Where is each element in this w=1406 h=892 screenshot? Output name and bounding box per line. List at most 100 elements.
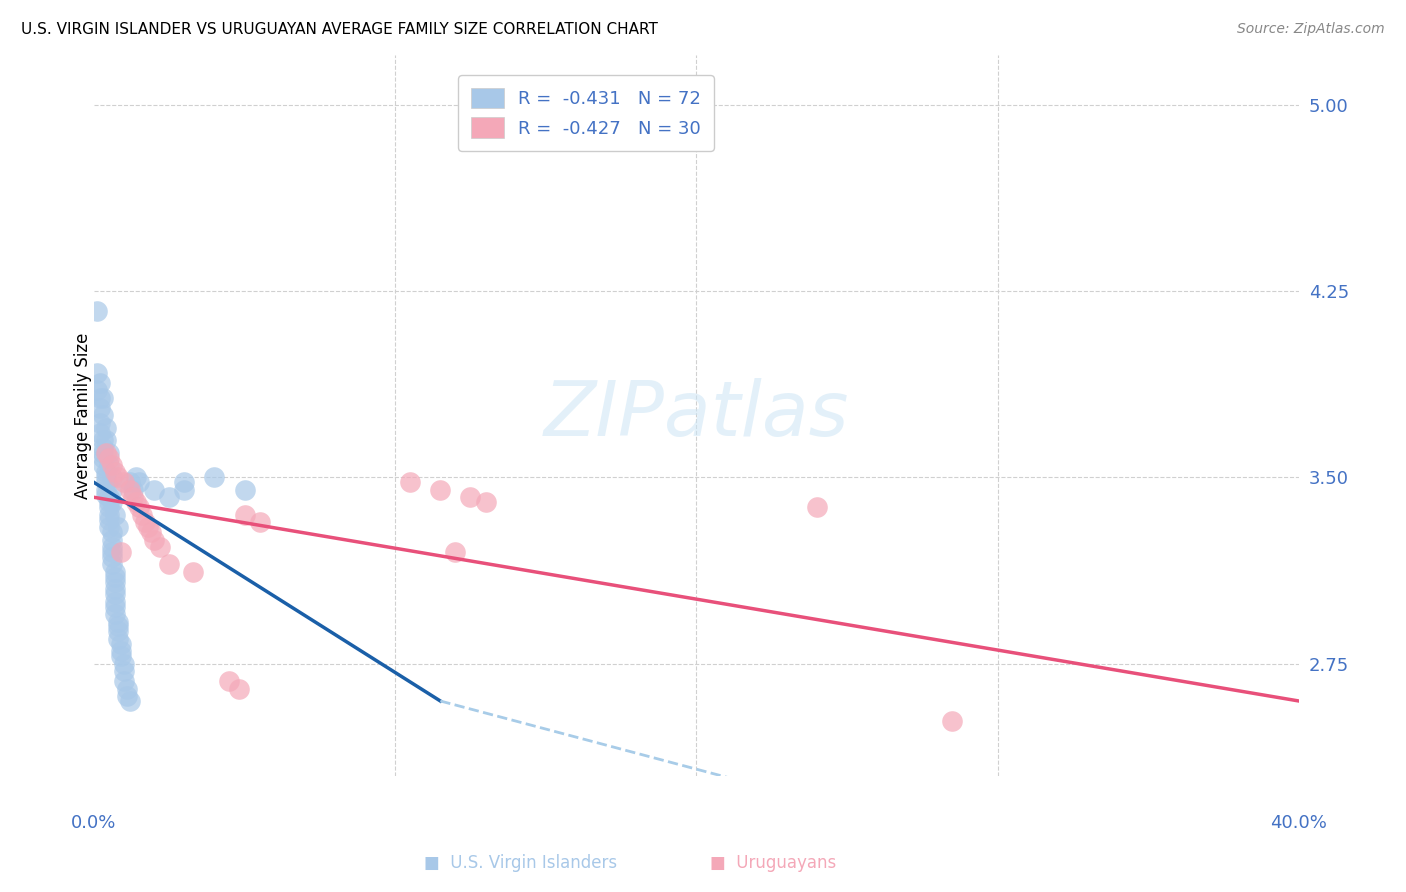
Point <box>91 391 114 405</box>
Point <box>249 515 271 529</box>
Text: ■  U.S. Virgin Islanders: ■ U.S. Virgin Islanders <box>423 855 617 872</box>
Point <box>120 475 142 490</box>
Point <box>143 533 166 547</box>
Point <box>91 445 114 459</box>
Legend: R =  -0.431   N = 72, R =  -0.427   N = 30: R = -0.431 N = 72, R = -0.427 N = 30 <box>458 75 713 151</box>
Point <box>94 488 117 502</box>
Point <box>444 545 467 559</box>
Point <box>233 483 256 497</box>
Point <box>94 466 117 480</box>
Point <box>101 524 124 539</box>
Point <box>141 524 163 539</box>
Point <box>806 500 828 515</box>
Point <box>89 376 111 390</box>
Point <box>107 520 129 534</box>
Point <box>104 594 127 608</box>
Point <box>98 520 121 534</box>
Point <box>120 694 142 708</box>
Point <box>107 632 129 646</box>
Text: U.S. VIRGIN ISLANDER VS URUGUAYAN AVERAGE FAMILY SIZE CORRELATION CHART: U.S. VIRGIN ISLANDER VS URUGUAYAN AVERAG… <box>21 22 658 37</box>
Point <box>204 470 226 484</box>
Point <box>98 508 121 522</box>
Point <box>89 425 111 440</box>
Point <box>91 441 114 455</box>
Point <box>101 483 124 497</box>
Point <box>89 401 111 415</box>
Point <box>474 495 496 509</box>
Point <box>104 466 127 480</box>
Point <box>94 433 117 447</box>
Point <box>91 433 114 447</box>
Text: 40.0%: 40.0% <box>1271 814 1327 832</box>
Point <box>98 500 121 515</box>
Point <box>101 540 124 554</box>
Point <box>112 664 135 678</box>
Text: Source: ZipAtlas.com: Source: ZipAtlas.com <box>1237 22 1385 37</box>
Point <box>104 599 127 614</box>
Point <box>98 491 121 505</box>
Point <box>98 458 121 472</box>
Point <box>233 508 256 522</box>
Point <box>86 366 108 380</box>
Point <box>107 470 129 484</box>
Point <box>104 582 127 597</box>
Point <box>107 615 129 629</box>
Y-axis label: Average Family Size: Average Family Size <box>75 332 91 499</box>
Point <box>98 495 121 509</box>
Point <box>143 483 166 497</box>
Point <box>101 495 124 509</box>
Point <box>134 515 156 529</box>
Point <box>107 619 129 633</box>
Point <box>136 520 159 534</box>
Point <box>104 570 127 584</box>
Point <box>104 587 127 601</box>
Point <box>94 470 117 484</box>
Point <box>157 491 180 505</box>
Point <box>110 644 132 658</box>
Point <box>228 681 250 696</box>
Point <box>157 558 180 572</box>
Point <box>94 445 117 459</box>
Point <box>86 384 108 398</box>
Point <box>122 491 145 505</box>
Point <box>91 450 114 465</box>
Point <box>98 445 121 459</box>
Point <box>104 607 127 621</box>
Point <box>112 657 135 671</box>
Point <box>460 491 482 505</box>
Text: ZIPatlas: ZIPatlas <box>544 378 849 452</box>
Point <box>104 565 127 579</box>
Point <box>91 458 114 472</box>
Point <box>101 533 124 547</box>
Text: 0.0%: 0.0% <box>72 814 117 832</box>
Point <box>112 674 135 689</box>
Point <box>131 508 153 522</box>
Point <box>128 475 150 490</box>
Point <box>94 483 117 497</box>
Point <box>149 540 172 554</box>
Text: ■  Uruguayans: ■ Uruguayans <box>710 855 837 872</box>
Point <box>89 391 111 405</box>
Point <box>110 637 132 651</box>
Point <box>101 545 124 559</box>
Point <box>128 500 150 515</box>
Point <box>94 421 117 435</box>
Point <box>104 574 127 589</box>
Point <box>89 416 111 430</box>
Point <box>218 674 240 689</box>
Point <box>98 450 121 465</box>
Point <box>183 565 205 579</box>
Point <box>101 470 124 484</box>
Point <box>101 549 124 564</box>
Point <box>98 513 121 527</box>
Point <box>173 475 195 490</box>
Point <box>399 475 422 490</box>
Point <box>125 495 148 509</box>
Point <box>91 409 114 423</box>
Point <box>101 458 124 472</box>
Point <box>104 508 127 522</box>
Point <box>120 483 142 497</box>
Point <box>429 483 451 497</box>
Point <box>86 304 108 318</box>
Point <box>110 649 132 664</box>
